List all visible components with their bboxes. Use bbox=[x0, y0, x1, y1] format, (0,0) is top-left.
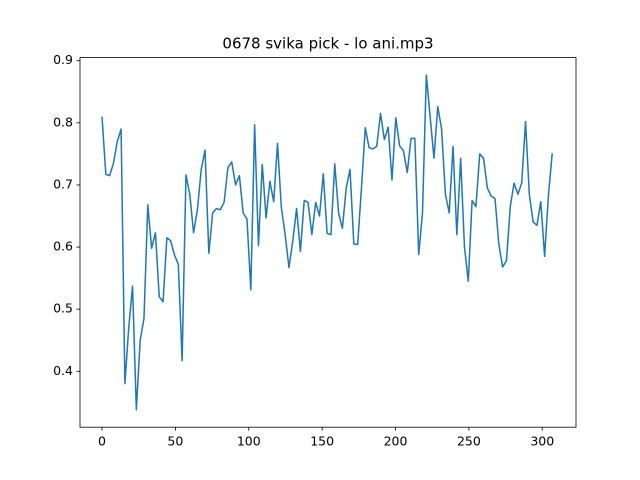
chart-title: 0678 svika pick - lo ani.mp3 bbox=[222, 35, 433, 53]
line-series bbox=[101, 74, 553, 411]
x-tick-label: 300 bbox=[530, 434, 554, 449]
y-tick-label: 0.9 bbox=[53, 52, 73, 67]
x-tick-label: 0 bbox=[98, 434, 106, 449]
y-tick-label: 0.8 bbox=[53, 114, 73, 129]
x-tick-label: 250 bbox=[457, 434, 481, 449]
y-tick-label: 0.6 bbox=[53, 239, 73, 254]
x-tick-label: 150 bbox=[310, 434, 334, 449]
y-tick-label: 0.5 bbox=[53, 301, 73, 316]
plot-frame bbox=[79, 57, 577, 428]
x-tick-label: 200 bbox=[384, 434, 408, 449]
x-tick-label: 50 bbox=[167, 434, 183, 449]
x-tick-label: 100 bbox=[237, 434, 261, 449]
y-tick-label: 0.4 bbox=[53, 363, 73, 378]
y-tick-label: 0.7 bbox=[53, 176, 73, 191]
